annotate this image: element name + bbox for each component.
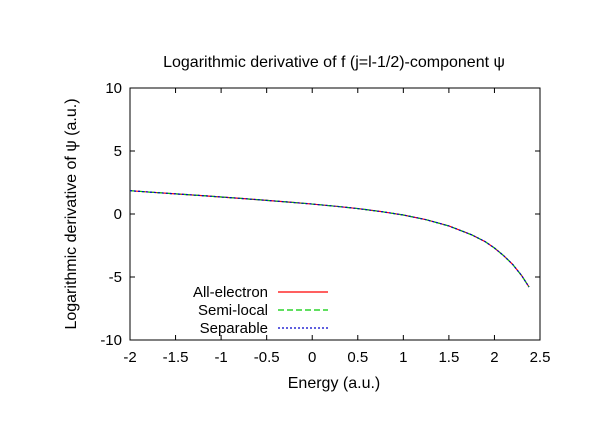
x-tick-label: 0.5 — [347, 349, 368, 366]
x-tick-label: -0.5 — [254, 349, 280, 366]
x-tick-label: -1.5 — [163, 349, 189, 366]
legend-label: All-electron — [193, 284, 268, 301]
x-ticks: -2 -1.5 -1 -0.5 0 0.5 1 1.5 2 2.5 — [123, 88, 550, 366]
x-tick-label: -2 — [123, 349, 136, 366]
y-ticks: -10 -5 0 5 10 — [100, 80, 540, 349]
x-tick-label: -1 — [214, 349, 227, 366]
x-axis-label: Energy (a.u.) — [288, 375, 380, 392]
series-layer — [129, 190, 530, 288]
plot-area: -2 -1.5 -1 -0.5 0 0.5 1 1.5 2 2.5 -10 -5 0 5 10 All-e… — [100, 80, 550, 366]
series-line-3 — [129, 190, 530, 288]
y-tick-label: -5 — [109, 269, 122, 286]
y-tick-label: -10 — [100, 332, 122, 349]
legend-label: Separable — [200, 320, 268, 337]
x-tick-label: 0 — [308, 349, 316, 366]
legend-label: Semi-local — [198, 302, 268, 319]
x-tick-label: 1.5 — [438, 349, 459, 366]
x-tick-label: 2 — [490, 349, 498, 366]
y-tick-label: 5 — [114, 143, 122, 160]
y-tick-label: 10 — [105, 80, 122, 97]
y-axis-label: Logarithmic derivative of ψ (a.u.) — [63, 98, 80, 329]
series-line-2 — [129, 190, 530, 288]
chart-title: Logarithmic derivative of f (j=l-1/2)-co… — [163, 54, 505, 71]
x-tick-label: 1 — [399, 349, 407, 366]
y-tick-label: 0 — [114, 206, 122, 223]
x-tick-label: 2.5 — [530, 349, 551, 366]
plot-frame — [129, 87, 541, 341]
